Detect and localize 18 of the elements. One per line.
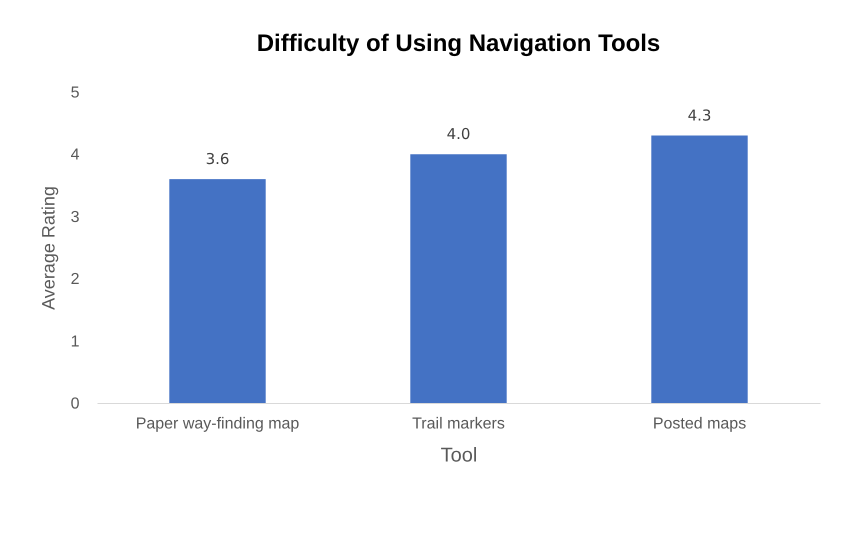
x-tick-label: Paper way-finding map [136, 416, 300, 432]
y-tick-label: 3 [70, 208, 80, 226]
bar [169, 179, 266, 403]
bar [410, 154, 507, 403]
x-tick-label: Trail markers [412, 416, 505, 432]
data-label: 3.6 [206, 150, 230, 168]
y-tick-label: 1 [70, 333, 80, 350]
y-tick-label: 0 [70, 396, 80, 412]
x-tick-label: Posted maps [652, 416, 746, 432]
data-label: 4.0 [446, 125, 470, 144]
x-axis-title: Tool [440, 444, 478, 466]
y-tick-label: 2 [70, 271, 80, 288]
data-label: 4.3 [688, 106, 712, 125]
y-tick-label: 4 [70, 146, 80, 164]
y-axis-title: Average Rating [38, 186, 59, 310]
bar [651, 136, 748, 403]
chart-title: Difficulty of Using Navigation Tools [256, 30, 660, 57]
y-tick-label: 5 [70, 84, 80, 102]
